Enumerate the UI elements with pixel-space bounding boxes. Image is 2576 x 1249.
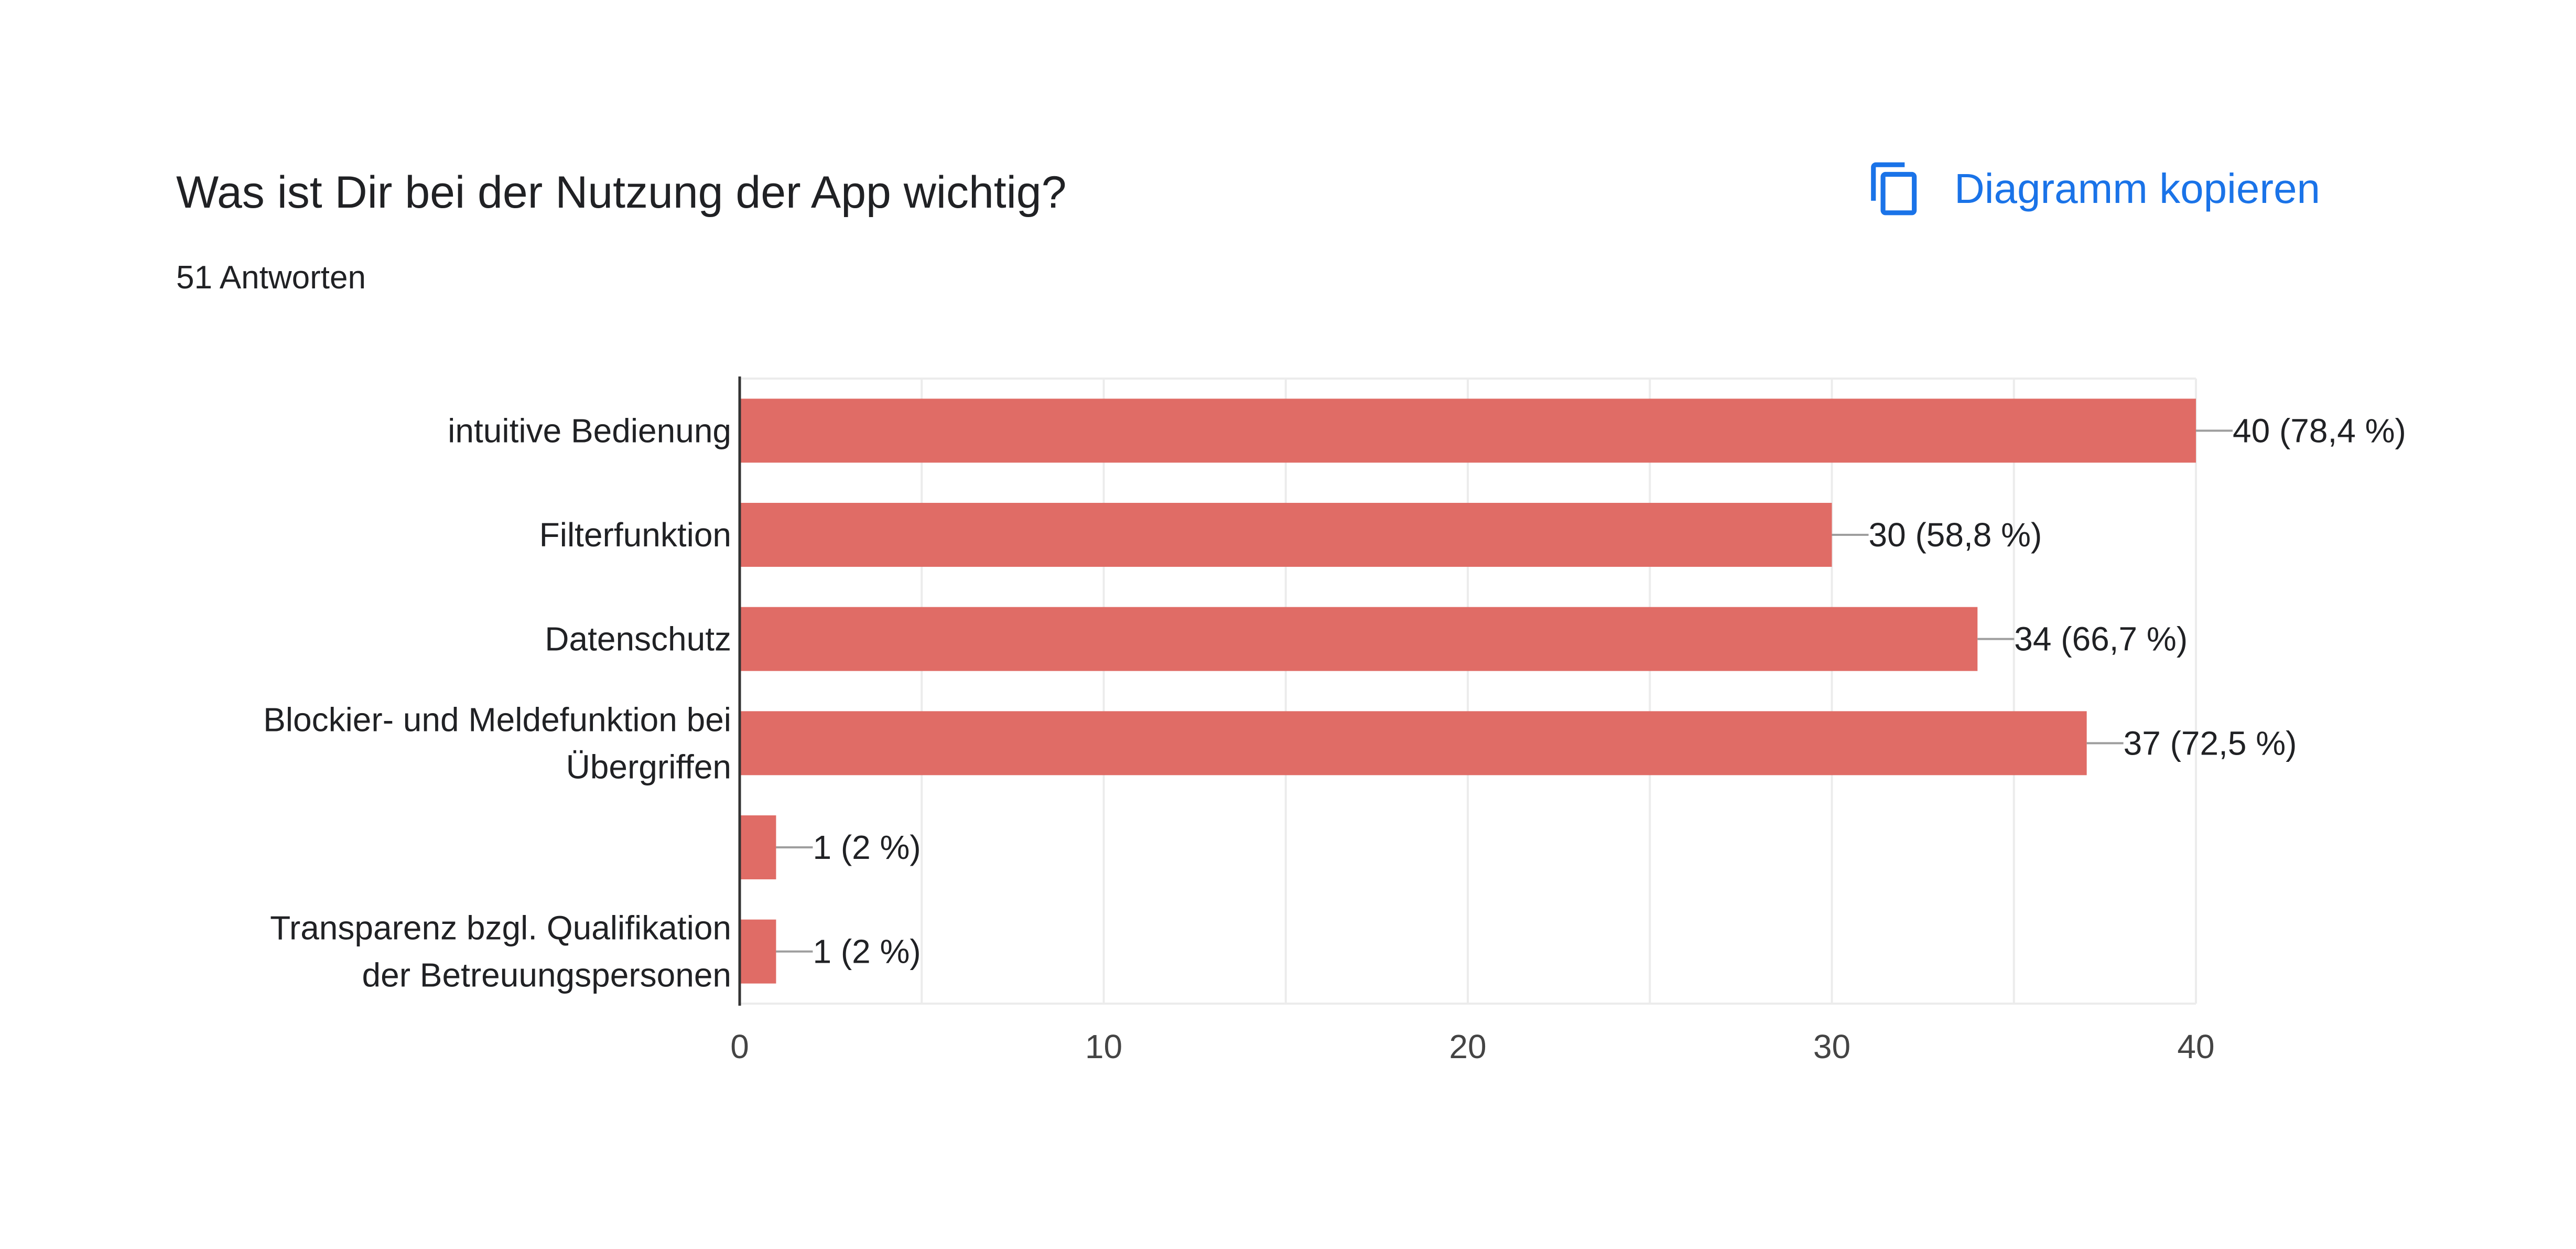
bar — [740, 607, 1978, 671]
copy-icon — [1871, 162, 1917, 216]
category-label: Übergriffen — [566, 748, 731, 785]
category-label: Blockier- und Meldefunktion bei — [263, 701, 731, 738]
data-label: 1 (2 %) — [813, 933, 921, 971]
category-label: Datenschutz — [545, 620, 731, 658]
x-tick-label: 40 — [2177, 1028, 2214, 1065]
response-count: 51 Antworten — [176, 260, 366, 296]
x-tick-label: 30 — [1813, 1028, 1850, 1065]
copy-chart-label: Diagramm kopieren — [1954, 165, 2321, 212]
bar — [740, 815, 776, 879]
bar — [740, 711, 2087, 776]
category-label: Transparenz bzgl. Qualifikation — [270, 909, 731, 947]
bar — [740, 919, 776, 984]
x-tick-label: 20 — [1449, 1028, 1486, 1065]
category-label: Filterfunktion — [539, 516, 731, 554]
x-tick-label: 0 — [730, 1028, 749, 1065]
data-label: 37 (72,5 %) — [2124, 724, 2297, 762]
category-label: intuitive Bedienung — [448, 412, 731, 449]
data-label: 30 (58,8 %) — [1869, 516, 2042, 554]
bar — [740, 503, 1832, 567]
x-tick-label: 10 — [1085, 1028, 1122, 1065]
question-title: Was ist Dir bei der Nutzung der App wich… — [176, 167, 1067, 218]
category-label: der Betreuungspersonen — [362, 956, 732, 994]
data-label: 1 (2 %) — [813, 828, 921, 866]
bar — [740, 399, 2196, 463]
data-label: 40 (78,4 %) — [2233, 412, 2406, 449]
copy-chart-button[interactable]: Diagramm kopieren — [1866, 152, 2320, 225]
data-label: 34 (66,7 %) — [2014, 620, 2188, 658]
